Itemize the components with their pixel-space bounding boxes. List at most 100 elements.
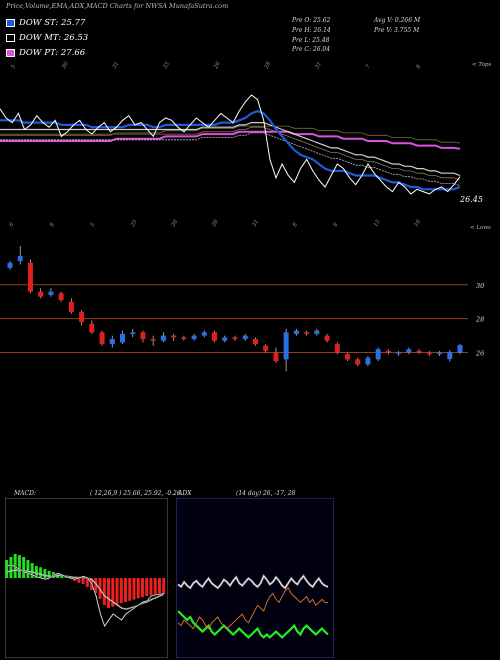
macd-histogram-bar xyxy=(136,578,140,599)
bottom-tick-label: 5 xyxy=(90,222,97,228)
macd-params: ( 12,26,9 ) 25.66, 25.92, -0.26 xyxy=(90,490,181,497)
candle-body xyxy=(191,335,197,340)
adx-di-minus-line xyxy=(177,610,329,639)
candle-body xyxy=(252,339,258,345)
candle-body xyxy=(396,352,402,354)
macd-histogram-bar xyxy=(26,560,30,578)
macd-histogram-bar xyxy=(85,578,89,587)
macd-histogram-bar xyxy=(34,566,38,578)
adx-frame xyxy=(176,498,334,658)
candle-body xyxy=(457,344,463,353)
bottom-tick-label: 8 xyxy=(292,222,299,228)
candle-body xyxy=(375,349,381,360)
ema-long-line xyxy=(0,130,461,150)
candle-body xyxy=(120,333,125,343)
legend-swatch-st xyxy=(6,18,15,27)
macd-histogram-bar xyxy=(43,569,47,578)
candle-body xyxy=(304,332,310,334)
macd-histogram-bar xyxy=(124,578,127,602)
candle-body xyxy=(212,332,218,341)
ema-short-line xyxy=(0,109,461,191)
candle-body xyxy=(273,352,279,362)
macd-histogram-bar xyxy=(30,563,34,578)
top-tick-label: 28 xyxy=(263,61,272,71)
candle-body xyxy=(385,350,391,353)
candle-body xyxy=(68,301,74,312)
candle-body xyxy=(426,352,432,355)
stat-close: Pre C: 26.04 xyxy=(292,46,331,53)
stat-prev-volume: Pre V: 3.755 M xyxy=(374,27,420,34)
ema-band-1 xyxy=(0,125,461,144)
candle-body xyxy=(130,332,136,334)
macd-histogram-bar xyxy=(81,578,85,584)
candle-body xyxy=(99,332,105,345)
macd-title: MACD: xyxy=(14,490,36,497)
stat-avg-volume: Avg V: 0.266 M xyxy=(374,17,421,24)
macd-histogram-bar xyxy=(128,578,132,601)
top-tick-label: 8 xyxy=(416,64,423,70)
price-level-label: 26 xyxy=(475,350,484,358)
macd-histogram-bar xyxy=(157,578,161,595)
tops-label: < Tops xyxy=(472,62,492,68)
candle-body xyxy=(314,330,320,334)
legend-swatch-pt xyxy=(6,48,15,57)
candle-body xyxy=(345,354,350,360)
top-tick-label: 31 xyxy=(314,61,323,70)
macd-histogram-bar xyxy=(149,578,153,596)
legend-swatch-mt xyxy=(6,33,15,42)
candle-body xyxy=(416,350,422,353)
last-price-label: 26.45 xyxy=(459,195,483,204)
candle-body xyxy=(447,351,453,360)
candle-body xyxy=(7,262,13,268)
candle-body xyxy=(48,291,54,295)
macd-histogram-bar xyxy=(132,578,136,600)
legend-label-mt: DOW MT: 26.53 xyxy=(19,32,89,43)
macd-histogram-bar xyxy=(22,557,26,578)
bottom-tick-label: 31 xyxy=(252,219,261,228)
candle-body xyxy=(181,337,187,340)
stat-low: Pre L: 25.48 xyxy=(292,37,330,44)
bottom-tick-label: 15 xyxy=(373,219,382,228)
bottom-tick-label: 8 xyxy=(49,222,56,228)
macd-histogram-bar xyxy=(13,554,17,578)
candle-body xyxy=(38,291,44,297)
candle-body xyxy=(406,349,412,353)
adx-di-plus-line xyxy=(177,587,328,630)
legend-label-pt: DOW PT: 27.66 xyxy=(19,47,86,58)
macd-chart xyxy=(5,498,168,658)
candle-body xyxy=(283,332,289,360)
candle-body xyxy=(171,335,177,338)
adx-params: (14 day) 26, -17, 28 xyxy=(236,490,296,497)
adx-chart xyxy=(176,498,334,658)
top-tick-label: 31 xyxy=(112,61,121,70)
candle-body xyxy=(27,262,33,292)
candle-body xyxy=(150,339,156,341)
macd-histogram-bar xyxy=(107,578,111,608)
bottom-tick-label: 16 xyxy=(414,219,423,228)
macd-histogram-bar xyxy=(5,560,9,578)
page-title: Price,Volume,EMA,ADX,MACD Charts for NWS… xyxy=(6,2,229,10)
macd-histogram-bar xyxy=(47,570,51,578)
candle-body xyxy=(58,293,64,301)
candle-body xyxy=(355,359,361,365)
candle-body xyxy=(437,352,443,355)
adx-line xyxy=(177,575,329,589)
macd-histogram-bar xyxy=(162,578,166,594)
candle-body xyxy=(242,335,248,340)
price-level-label: 30 xyxy=(476,282,484,290)
candlestick-chart: 30 28 26 xyxy=(0,245,484,372)
top-tick-label: 5 xyxy=(11,64,18,70)
legend-dow-pt: DOW PT: 27.66 xyxy=(6,47,85,58)
candle-body xyxy=(89,323,95,333)
candle-body xyxy=(324,335,330,341)
ema-mid-dotted-line xyxy=(0,132,461,187)
macd-histogram-bar xyxy=(119,578,123,604)
macd-line xyxy=(6,564,165,627)
macd-histogram-bar xyxy=(9,557,13,578)
stat-high: Pre H: 26.14 xyxy=(292,27,331,34)
adx-title: ADX xyxy=(178,490,192,497)
macd-histogram-bar xyxy=(145,578,149,596)
candle-body xyxy=(232,337,238,340)
bottom-tick-label: 26 xyxy=(211,219,220,229)
candle-body xyxy=(201,332,207,336)
